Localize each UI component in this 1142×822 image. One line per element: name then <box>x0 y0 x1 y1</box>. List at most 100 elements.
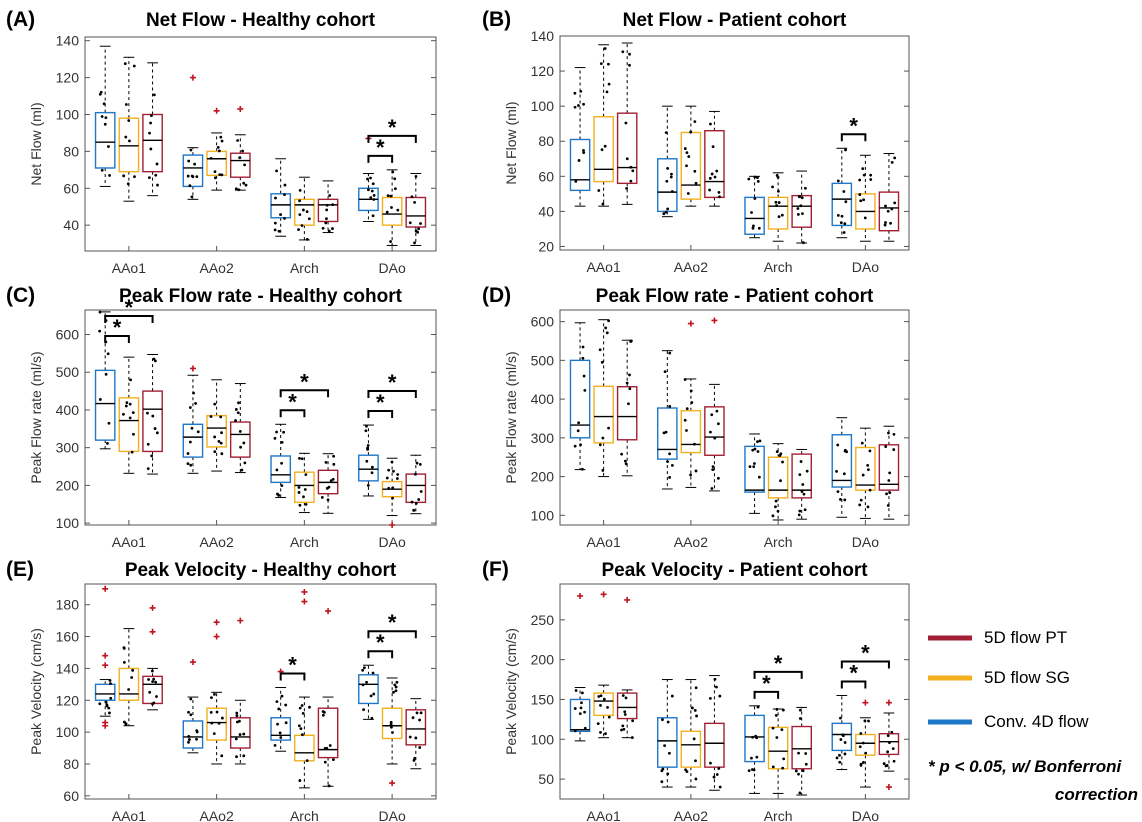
data-point <box>274 196 277 200</box>
box-AAo2-3 <box>229 105 251 192</box>
data-point <box>668 751 671 755</box>
data-point <box>599 62 603 66</box>
data-point <box>219 135 223 139</box>
box-AAo2-3 <box>704 317 725 492</box>
data-point <box>124 404 128 408</box>
y-tick-label: 60 <box>63 788 79 804</box>
iqr-box <box>206 707 227 741</box>
data-point <box>362 708 365 712</box>
box-AAo1-3 <box>616 339 638 477</box>
iqr-box <box>680 410 702 454</box>
iqr-box <box>791 194 812 228</box>
data-point <box>413 756 417 760</box>
data-point <box>366 177 369 181</box>
data-point <box>325 746 329 750</box>
data-point <box>798 708 802 712</box>
y-tick-label: 200 <box>531 469 555 485</box>
data-point <box>298 199 301 203</box>
y-tick-label: 120 <box>56 692 80 708</box>
data-point <box>662 431 666 435</box>
data-point <box>187 159 191 163</box>
data-point <box>152 93 156 97</box>
data-point <box>866 463 870 467</box>
data-point <box>187 735 191 738</box>
panel-title: Peak Velocity - Patient cohort <box>601 560 868 581</box>
data-point <box>713 436 717 440</box>
data-point <box>305 210 309 214</box>
data-point <box>283 217 286 220</box>
data-point <box>298 188 302 192</box>
data-point <box>414 175 418 178</box>
outlier-point <box>149 628 156 635</box>
box-AAo1-1 <box>569 592 591 742</box>
data-point <box>573 729 577 733</box>
data-point <box>843 741 847 744</box>
data-point <box>234 408 238 411</box>
data-point <box>798 195 802 198</box>
data-point <box>601 436 605 440</box>
data-point <box>151 680 155 683</box>
significance-star: * <box>113 315 122 340</box>
y-tick-label: 100 <box>56 106 80 122</box>
data-point <box>147 176 151 179</box>
data-point <box>748 465 752 468</box>
y-tick-label: 600 <box>56 327 80 343</box>
significance-star: * <box>300 369 309 394</box>
data-point <box>418 746 422 749</box>
data-point <box>190 195 194 199</box>
iqr-box <box>381 196 403 226</box>
x-tick-label: AAo2 <box>200 808 234 822</box>
data-point <box>621 50 625 54</box>
data-point <box>412 508 416 512</box>
data-point <box>624 462 628 466</box>
data-point <box>861 167 865 171</box>
data-point <box>798 473 802 477</box>
data-point <box>324 460 328 464</box>
data-point <box>332 758 335 762</box>
data-point <box>213 435 217 439</box>
box-AAo1-2 <box>593 44 614 207</box>
significance-bracket: * <box>367 610 417 639</box>
data-point <box>124 722 128 726</box>
data-point <box>750 211 753 214</box>
data-point <box>694 181 698 185</box>
significance-bracket: * <box>840 640 890 669</box>
box-AAo2-2 <box>680 320 702 488</box>
data-point <box>152 701 156 705</box>
data-point <box>574 179 578 183</box>
y-tick-label: 140 <box>531 28 555 44</box>
data-point <box>668 476 671 479</box>
data-point <box>237 401 240 405</box>
data-point <box>798 791 802 795</box>
data-point <box>709 122 712 126</box>
data-point <box>866 468 870 472</box>
data-point <box>414 736 418 740</box>
data-point <box>418 718 422 722</box>
outlier-point <box>687 320 694 327</box>
box-Arch-2 <box>767 172 789 242</box>
data-point <box>604 326 608 330</box>
box-Arch-3 <box>791 170 812 245</box>
iqr-box <box>182 154 204 188</box>
data-point <box>777 215 781 219</box>
data-point <box>631 169 635 173</box>
data-point <box>326 498 330 502</box>
data-point <box>321 713 325 717</box>
data-point <box>98 702 102 706</box>
data-point <box>130 450 134 454</box>
data-point <box>606 705 609 709</box>
box-AAo2-3 <box>229 383 251 474</box>
data-point <box>298 706 302 710</box>
data-point <box>747 769 751 773</box>
data-point <box>332 454 336 458</box>
data-point <box>369 176 372 180</box>
data-point <box>387 486 391 490</box>
data-point <box>796 207 800 210</box>
data-point <box>752 465 756 469</box>
data-point <box>275 468 279 472</box>
data-point <box>689 473 692 477</box>
data-point <box>302 495 305 499</box>
data-point <box>858 503 862 507</box>
data-point <box>273 228 277 232</box>
data-point <box>189 148 193 152</box>
